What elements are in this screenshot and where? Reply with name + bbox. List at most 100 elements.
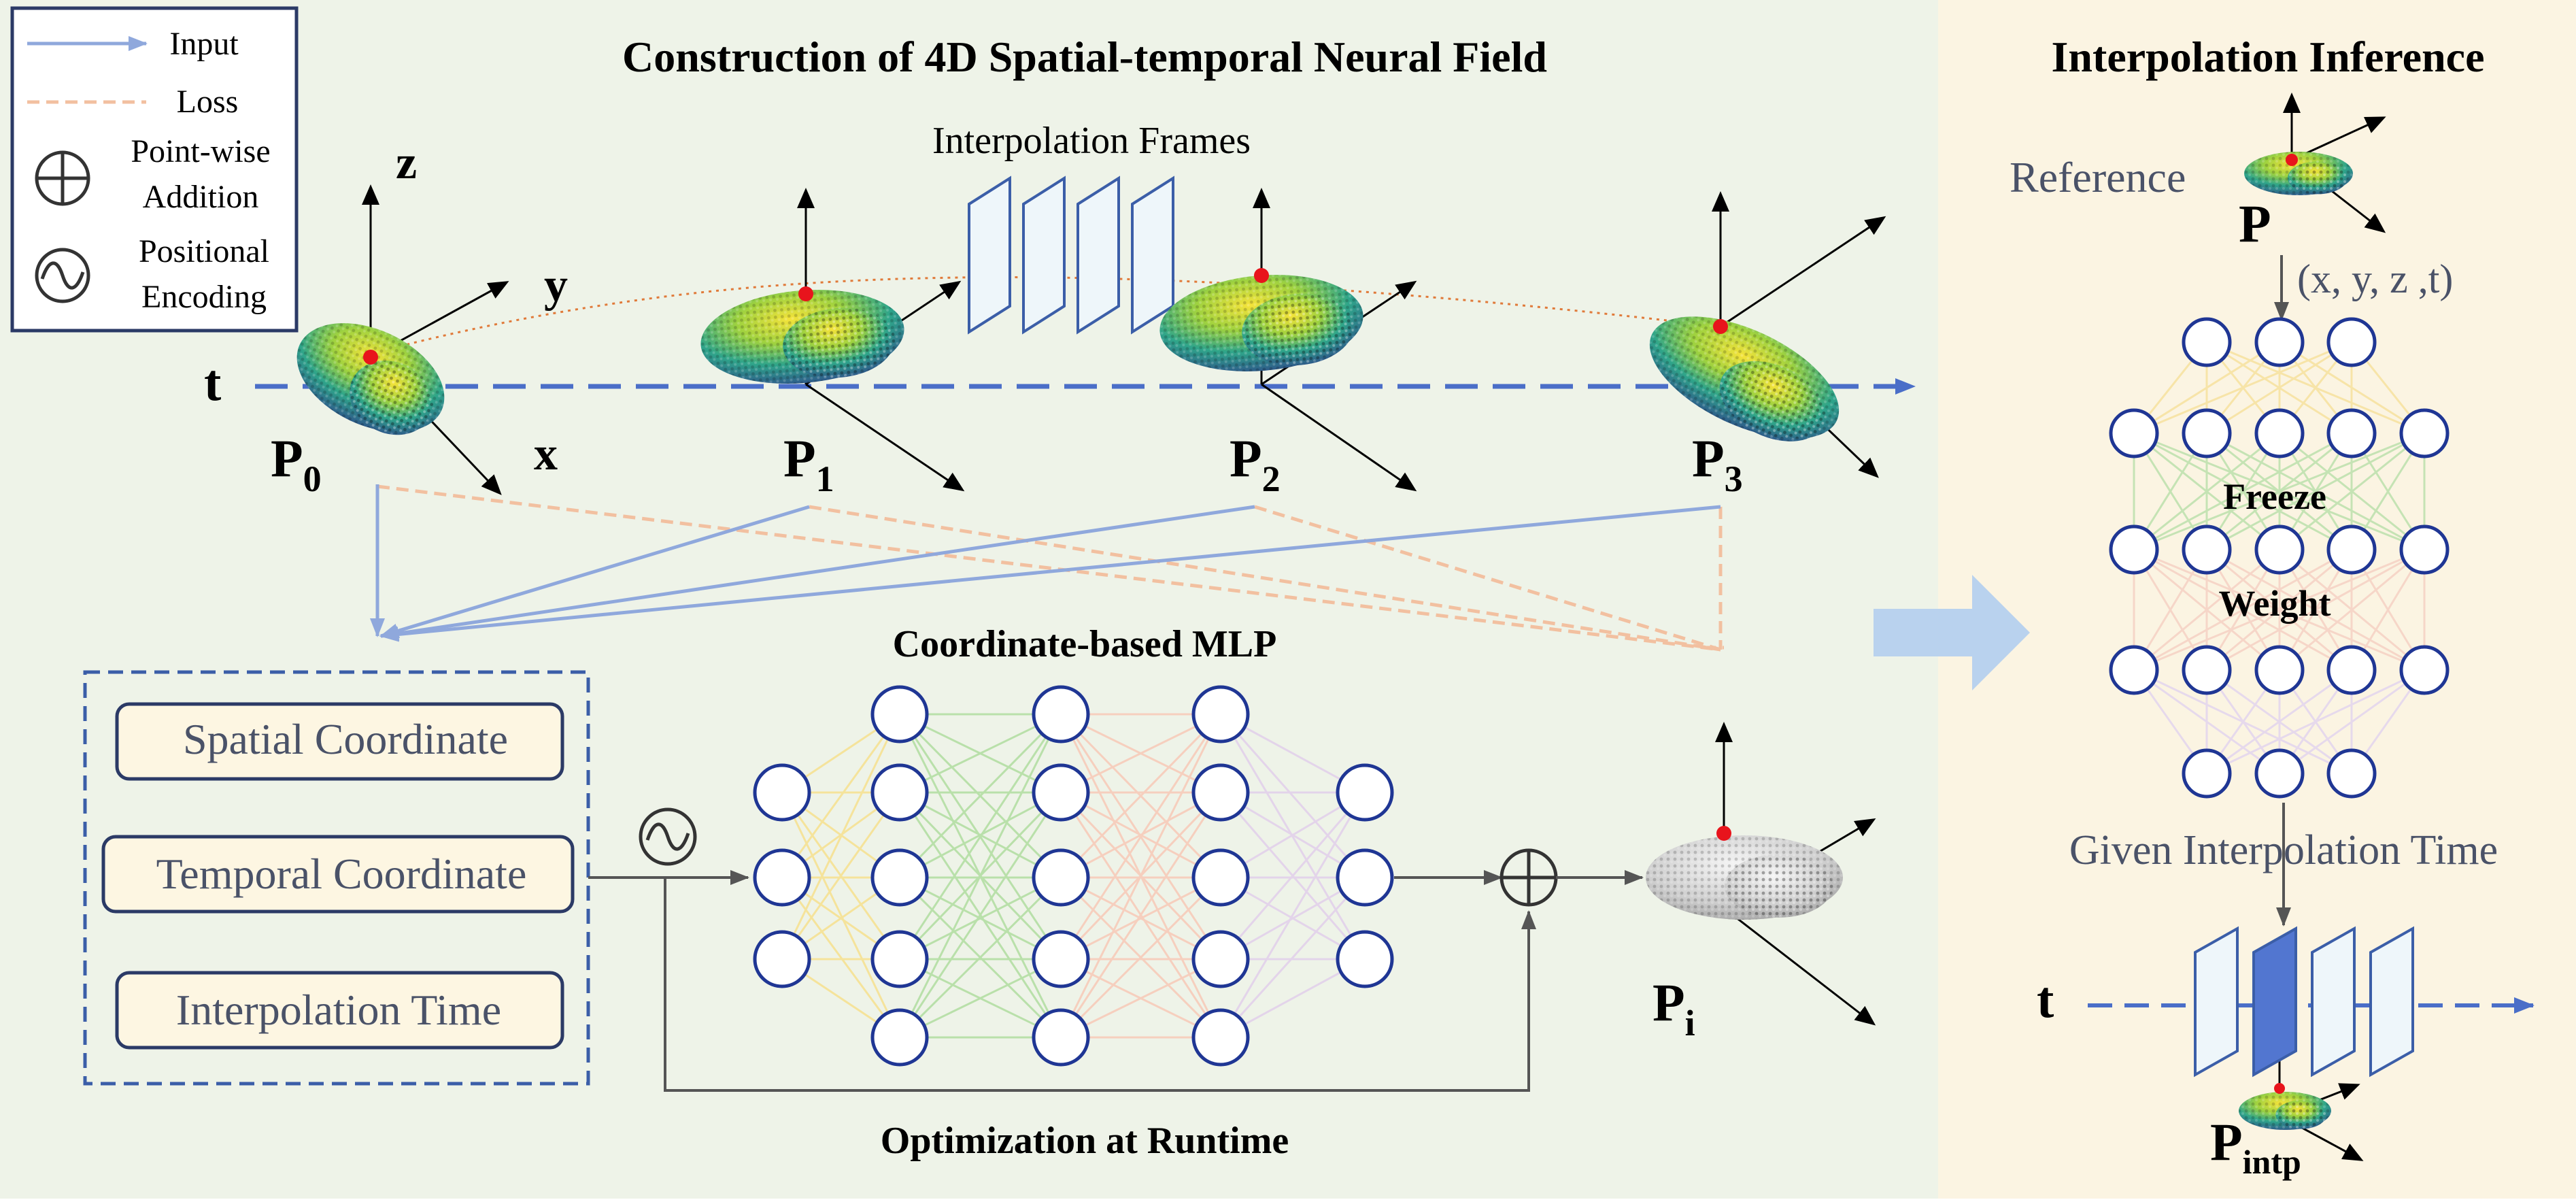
axis-z-label: z <box>396 137 417 189</box>
legend-loss-label: Loss <box>177 84 239 120</box>
mlp-edge-3 <box>1219 876 1366 1039</box>
mlp-node-0-0 <box>753 763 811 822</box>
cloud-p3 <box>1649 316 1840 441</box>
frozen-mlp <box>2109 317 2450 799</box>
mlp-edge-1 <box>898 714 1062 1038</box>
main-title: Construction of 4D Spatial-temporal Neur… <box>622 33 1547 81</box>
mlp-node-1-1 <box>870 763 929 822</box>
legend-input-label: Input <box>169 26 239 62</box>
positional-encoding-node <box>639 807 697 866</box>
mlp-node-1-0 <box>870 685 929 744</box>
cloud-ref-lobe-texture <box>2288 161 2348 195</box>
p3-axes-right <box>1720 216 1886 328</box>
right-frame-4 <box>2369 926 2414 1078</box>
label-p1: P1 <box>783 429 834 499</box>
rmlp-node-2-2 <box>2254 524 2305 575</box>
p2-axes-down <box>1261 383 1417 492</box>
rmlp-node-3-3 <box>2326 645 2377 695</box>
rmlp-edge-3 <box>2279 669 2425 775</box>
rmlp-node-3-4 <box>2399 645 2450 695</box>
right-interpolation-frames <box>2194 926 2414 1078</box>
input-spatial-coordinate: Spatial Coordinate <box>115 702 564 781</box>
mlp-edge-0 <box>781 877 901 1038</box>
mlp-edge-0 <box>781 792 901 960</box>
mlp-node-2-1 <box>1032 763 1090 822</box>
mlp-edge-3 <box>1219 792 1366 960</box>
mlp-edge-2 <box>1060 714 1222 1038</box>
cloud-p0-lobe-texture <box>350 361 434 435</box>
reference-p-label: P <box>2239 194 2271 253</box>
interpolation-time-label: Interpolation Time <box>176 986 501 1034</box>
mlp-edge-1 <box>898 714 1062 960</box>
p0-keypoint <box>363 350 378 365</box>
rmlp-edge-3 <box>2206 669 2425 775</box>
rmlp-node-1-0 <box>2109 408 2159 458</box>
mlp-edge-2 <box>1060 876 1221 961</box>
cloud-p2-lobe-texture <box>1242 293 1354 366</box>
p2-keypoint <box>1254 268 1269 283</box>
p3-keypoint <box>1713 319 1728 334</box>
cloud-pi-lobe-texture <box>1725 854 1833 918</box>
legend-addition-line1: Point-wise <box>131 133 270 169</box>
rmlp-edge-1 <box>2133 432 2280 551</box>
right-time-axis-label: t <box>2037 971 2054 1029</box>
rmlp-edge-0 <box>2206 341 2352 435</box>
rmlp-edge-1 <box>2133 432 2352 551</box>
mlp-title: Coordinate-based MLP <box>893 623 1277 665</box>
axis-x-label: x <box>534 428 558 480</box>
rmlp-edge-0 <box>2133 341 2352 435</box>
ref-keypoint <box>2286 154 2298 166</box>
cloud-p1 <box>700 290 904 384</box>
rmlp-edge-1 <box>2279 432 2425 551</box>
mlp-edge-2 <box>1060 876 1222 1039</box>
mlp-edge-3 <box>1219 792 1366 1038</box>
time-axis-label: t <box>204 354 221 412</box>
mlp-edge-2 <box>1060 958 1221 1039</box>
coordinate-mlp <box>753 685 1394 1067</box>
weight-label: Weight <box>2218 583 2331 624</box>
right-frame-3 <box>2311 926 2356 1078</box>
rmlp-node-1-2 <box>2254 408 2305 458</box>
rmlp-node-0-2 <box>2326 317 2377 367</box>
rmlp-node-4-0 <box>2182 748 2232 799</box>
mlp-edge-1 <box>898 876 1062 1039</box>
pi-keypoint <box>1716 826 1731 841</box>
mlp-node-3-0 <box>1191 685 1250 744</box>
input-line-p3 <box>379 505 1721 642</box>
mlp-node-1-3 <box>870 930 929 988</box>
rmlp-edge-2 <box>2133 548 2352 671</box>
mlp-node-2-0 <box>1032 685 1090 744</box>
optimization-label: Optimization at Runtime <box>881 1120 1289 1162</box>
loss-line-2 <box>1254 505 1721 652</box>
legend-encoding-line1: Positional <box>139 233 269 269</box>
mlp-edge-0 <box>781 792 901 1038</box>
loss-lines <box>377 484 1724 652</box>
mlp-node-1-2 <box>870 848 929 907</box>
input-line-p2 <box>379 505 1255 641</box>
cloud-pi <box>1646 835 1843 920</box>
mlp-edge-1 <box>899 713 1062 794</box>
cloud-pintp <box>2239 1092 2331 1130</box>
rmlp-node-3-2 <box>2254 645 2305 695</box>
rmlp-node-0-1 <box>2254 317 2305 367</box>
mlp-edge-0 <box>781 714 901 960</box>
rmlp-node-2-1 <box>2182 524 2232 575</box>
cloud-pintp-lobe-texture <box>2275 1100 2327 1129</box>
mlp-node-3-4 <box>1191 1008 1250 1067</box>
rmlp-node-2-4 <box>2399 524 2450 575</box>
rmlp-edge-3 <box>2206 669 2352 775</box>
coords-label: (x, y, z ,t) <box>2297 256 2453 301</box>
transfer-arrow <box>1874 575 2030 690</box>
reference-label: Reference <box>2010 153 2186 201</box>
spatial-coordinate-label: Spatial Coordinate <box>183 715 508 763</box>
mlp-node-0-1 <box>753 848 811 907</box>
positional-encoding-icon <box>35 248 90 303</box>
p1-axes-down <box>805 383 965 492</box>
mlp-edge-2 <box>1060 714 1222 960</box>
mlp-edge-1 <box>899 958 1062 1039</box>
rmlp-node-4-2 <box>2326 748 2377 799</box>
interp-frame-2 <box>1022 176 1066 335</box>
rmlp-edge-0 <box>2133 341 2280 435</box>
mlp-edge-1 <box>898 792 1062 1038</box>
given-time-label: Given Interpolation Time <box>2069 827 2498 873</box>
